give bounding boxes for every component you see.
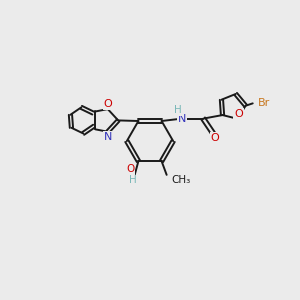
Text: N: N	[103, 132, 112, 142]
Text: CH₃: CH₃	[171, 175, 190, 185]
Text: Br: Br	[258, 98, 270, 108]
Text: O: O	[126, 164, 134, 174]
Text: O: O	[103, 99, 112, 109]
Text: N: N	[178, 114, 186, 124]
Text: H: H	[174, 105, 182, 115]
Text: O: O	[234, 109, 243, 119]
Text: H: H	[129, 176, 137, 185]
Text: O: O	[211, 133, 220, 143]
